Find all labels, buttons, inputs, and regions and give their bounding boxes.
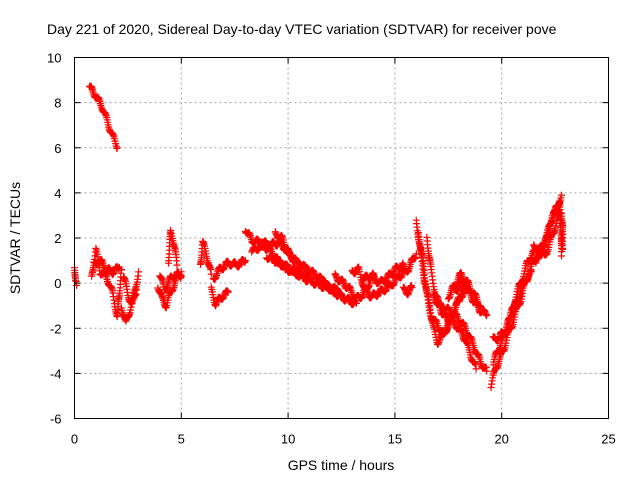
y-tick-label: 8 bbox=[54, 96, 61, 111]
segment-hour21-23b bbox=[532, 198, 565, 267]
grid-lines bbox=[74, 57, 609, 419]
axis-ticks: 0 5 10 15 20 25 -6 -4 -2 0 2 4 6 8 10 bbox=[47, 51, 616, 447]
data-point bbox=[135, 268, 143, 276]
data-point bbox=[241, 257, 249, 265]
segment-hour6-7b bbox=[209, 256, 249, 283]
data-point bbox=[132, 286, 140, 294]
x-axis-label: GPS time / hours bbox=[288, 457, 395, 473]
segment-hour13-15b bbox=[359, 259, 407, 288]
data-point bbox=[399, 261, 407, 269]
data-point bbox=[523, 276, 531, 284]
segment-start bbox=[71, 264, 81, 289]
segment-hour13-15 bbox=[348, 250, 420, 302]
data-point bbox=[224, 288, 232, 296]
segment-hour17-19d bbox=[429, 290, 491, 375]
y-tick-label: 10 bbox=[47, 51, 61, 66]
x-tick-label: 0 bbox=[71, 432, 78, 447]
segment-hour1-2a bbox=[88, 244, 125, 321]
segment-hour6 bbox=[197, 237, 215, 278]
segment-hour1-2b bbox=[90, 256, 123, 278]
segment-hour6-7 bbox=[207, 283, 232, 310]
segment-hour19-21a bbox=[487, 243, 548, 391]
data-point bbox=[173, 261, 181, 269]
y-tick-label: 2 bbox=[54, 231, 61, 246]
chart-title: Day 221 of 2020, Sidereal Day-to-day VTE… bbox=[47, 21, 557, 37]
data-point bbox=[177, 272, 185, 280]
data-point bbox=[483, 311, 491, 319]
data-point bbox=[472, 365, 480, 373]
y-tick-label: 6 bbox=[54, 141, 61, 156]
y-tick-label: -4 bbox=[50, 366, 62, 381]
segment-hour17-19f bbox=[444, 269, 484, 310]
y-tick-label: 0 bbox=[54, 276, 61, 291]
segment-hour4-5b bbox=[156, 268, 185, 294]
y-tick-label: 4 bbox=[54, 186, 61, 201]
segment-hour2-3b bbox=[120, 273, 140, 307]
segment-hour19-21c bbox=[489, 266, 536, 345]
segment-hour11-13 bbox=[316, 277, 360, 309]
data-point bbox=[559, 245, 567, 253]
x-tick-label: 5 bbox=[178, 432, 185, 447]
x-tick-label: 20 bbox=[494, 432, 508, 447]
data-point bbox=[476, 302, 484, 310]
data-point bbox=[353, 299, 360, 307]
data-point bbox=[558, 252, 565, 260]
data-point bbox=[207, 270, 215, 278]
x-tick-label: 10 bbox=[281, 432, 295, 447]
data-point bbox=[483, 367, 491, 375]
data-point bbox=[558, 191, 565, 199]
x-tick-label: 15 bbox=[388, 432, 402, 447]
segment-hour15-16 bbox=[399, 282, 416, 299]
y-tick-label: -2 bbox=[50, 321, 62, 336]
data-point bbox=[113, 144, 121, 152]
segment-hour22-23c bbox=[540, 209, 567, 259]
data-point bbox=[115, 263, 123, 271]
segment-hour4-spike bbox=[165, 226, 181, 269]
y-axis-label: SDTVAR / TECUs bbox=[7, 182, 23, 294]
data-point bbox=[528, 268, 536, 276]
segment-early-high bbox=[86, 82, 121, 152]
y-tick-label: -6 bbox=[50, 412, 62, 427]
x-tick-label: 25 bbox=[601, 432, 615, 447]
data-point bbox=[408, 284, 416, 292]
data-points bbox=[71, 82, 567, 391]
